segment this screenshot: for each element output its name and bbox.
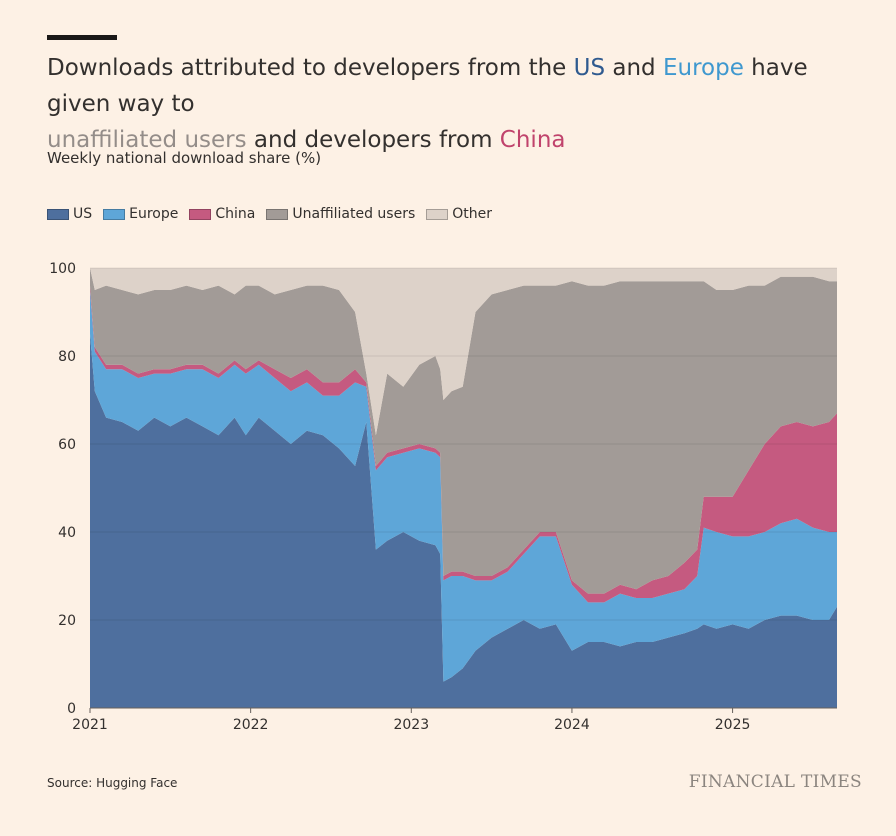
- title-china: China: [499, 127, 566, 153]
- legend-item-europe: Europe: [103, 206, 178, 222]
- legend-label: Unaffiliated users: [292, 206, 416, 222]
- source-note: Source: Hugging Face: [47, 776, 178, 790]
- legend-label: Europe: [129, 206, 179, 222]
- title-us: US: [573, 55, 606, 81]
- y-tick-label: 20: [58, 613, 76, 629]
- ft-header-rule: [47, 35, 117, 40]
- title-text-1: Downloads attributed to developers from …: [47, 55, 574, 81]
- y-tick-label: 100: [49, 261, 76, 277]
- y-tick-label: 80: [58, 349, 76, 365]
- area-us: [90, 334, 837, 708]
- legend-item-china: China: [189, 206, 255, 222]
- title-text-3: have given way to: [47, 55, 808, 117]
- legend-swatch: [426, 208, 449, 220]
- chart-legend: US Europe China Unaffiliated users Other: [47, 206, 503, 222]
- chart-title: Downloads attributed to developers from …: [47, 50, 847, 158]
- title-text-2: and: [605, 55, 663, 81]
- y-tick-label: 40: [58, 525, 76, 541]
- x-tick-label: 2024: [554, 717, 590, 733]
- title-unaffiliated: unaffiliated users: [47, 127, 247, 153]
- x-tick-label: 2025: [715, 717, 751, 733]
- legend-item-other: Other: [426, 206, 492, 222]
- chart-subtitle: Weekly national download share (%): [47, 149, 322, 167]
- area-europe: [90, 290, 837, 682]
- y-tick-label: 60: [58, 437, 76, 453]
- legend-label: US: [73, 206, 93, 222]
- legend-item-us: US: [47, 206, 92, 222]
- legend-swatch: [266, 208, 289, 220]
- x-tick-label: 2023: [393, 717, 429, 733]
- legend-label: China: [215, 206, 256, 222]
- area-unaffiliated-users: [90, 268, 837, 594]
- ft-logo: FINANCIAL TIMES: [688, 772, 862, 792]
- area-other: [90, 268, 837, 436]
- title-text-4: and developers from: [246, 127, 500, 153]
- x-tick-label: 2022: [233, 717, 269, 733]
- legend-item-unaffiliated-users: Unaffiliated users: [266, 206, 415, 222]
- legend-swatch: [47, 208, 69, 220]
- chart-svg: 0 20 40 60 80 100 2021 2022 2023 2024 2025: [49, 261, 837, 733]
- y-tick-label: 0: [67, 701, 76, 717]
- legend-swatch: [103, 208, 126, 220]
- x-tick-label: 2021: [72, 717, 108, 733]
- legend-label: Other: [452, 206, 493, 222]
- legend-swatch: [189, 208, 212, 220]
- title-europe: Europe: [662, 55, 744, 81]
